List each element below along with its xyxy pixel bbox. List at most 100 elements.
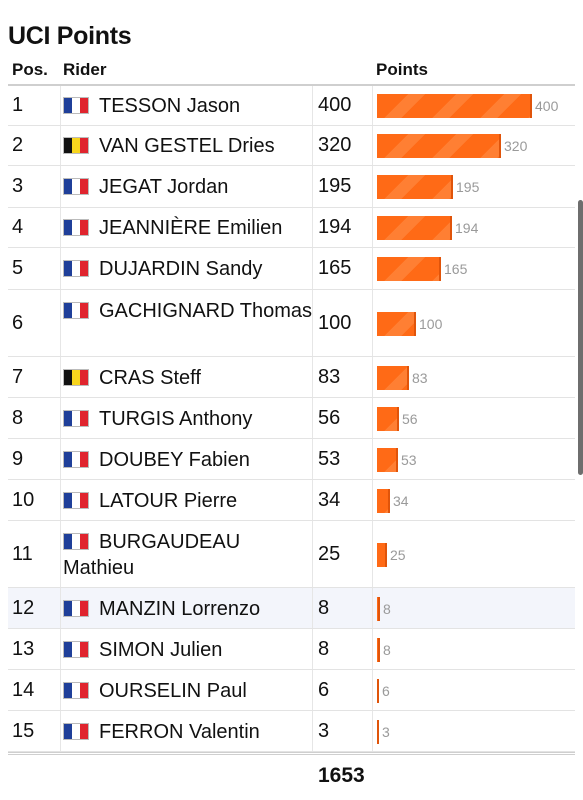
points-cell: 6	[318, 679, 330, 701]
points-bar	[377, 597, 380, 621]
rider-cell[interactable]: CRAS Steff	[63, 365, 313, 391]
points-bar-label: 53	[401, 452, 417, 468]
table-row[interactable]: 14 OURSELIN Paul 6 6	[8, 670, 575, 711]
position-cell: 8	[12, 407, 24, 429]
points-bar-container: 8	[377, 597, 391, 621]
points-bar	[377, 638, 380, 662]
column-divider	[372, 290, 373, 356]
column-divider	[60, 166, 61, 207]
column-divider	[60, 670, 61, 710]
column-divider	[372, 480, 373, 520]
table-row[interactable]: 4 JEANNIÈRE Emilien 194 194	[8, 208, 575, 248]
points-bar-label: 320	[504, 138, 528, 154]
table-row[interactable]: 1 TESSON Jason 400 400	[8, 86, 575, 126]
points-bar-container: 56	[377, 407, 418, 431]
table-row[interactable]: 10 LATOUR Pierre 34 34	[8, 480, 575, 521]
table-row[interactable]: 15 FERRON Valentin 3 3	[8, 711, 575, 752]
points-cell: 320	[318, 134, 352, 156]
points-bar-container: 8	[377, 638, 391, 662]
points-bar-container: 194	[377, 216, 478, 240]
rider-cell[interactable]: DOUBEY Fabien	[63, 447, 313, 473]
rider-cell[interactable]: MANZIN Lorrenzo	[63, 596, 313, 622]
rider-name: JEGAT Jordan	[99, 176, 229, 198]
points-bar-container: 53	[377, 448, 417, 472]
position-cell: 15	[12, 720, 35, 742]
points-bar	[377, 489, 390, 513]
position-cell: 7	[12, 366, 24, 388]
rider-cell[interactable]: LATOUR Pierre	[63, 488, 313, 514]
column-divider	[60, 248, 61, 289]
rider-cell[interactable]: VAN GESTEL Dries	[63, 133, 313, 159]
rider-name: CRAS Steff	[99, 367, 201, 389]
page-title: UCI Points	[8, 22, 132, 50]
table-row[interactable]: 13 SIMON Julien 8 8	[8, 629, 575, 670]
column-divider	[312, 439, 313, 479]
rider-cell[interactable]: TURGIS Anthony	[63, 406, 313, 432]
position-cell: 9	[12, 448, 24, 470]
rider-cell[interactable]: JEGAT Jordan	[63, 174, 313, 200]
points-cell: 56	[318, 407, 341, 429]
rider-name: JEANNIÈRE Emilien	[99, 217, 283, 239]
points-bar	[377, 94, 532, 118]
position-cell: 12	[12, 597, 35, 619]
column-divider	[60, 480, 61, 520]
flag-france-icon	[63, 260, 89, 277]
points-bar-container: 165	[377, 257, 467, 281]
position-cell: 10	[12, 489, 35, 511]
table-header: Pos. Rider Points	[8, 58, 575, 86]
points-bar	[377, 216, 452, 240]
flag-france-icon	[63, 219, 89, 236]
table-footer-divider	[8, 752, 575, 755]
rider-name: FERRON Valentin	[99, 721, 260, 743]
column-divider	[372, 439, 373, 479]
column-divider	[312, 208, 313, 247]
position-cell: 6	[12, 312, 24, 334]
rider-cell[interactable]: FERRON Valentin	[63, 719, 313, 745]
rider-cell[interactable]: DUJARDIN Sandy	[63, 256, 313, 282]
table-row[interactable]: 8 TURGIS Anthony 56 56	[8, 398, 575, 439]
scrollbar[interactable]	[578, 200, 583, 475]
table-row[interactable]: 12 MANZIN Lorrenzo 8 8	[8, 588, 575, 629]
rider-cell[interactable]: SIMON Julien	[63, 637, 313, 663]
table-row[interactable]: 11 BURGAUDEAU Mathieu 25 25	[8, 521, 575, 588]
points-cell: 25	[318, 543, 341, 565]
rider-name: BURGAUDEAU Mathieu	[63, 531, 241, 579]
points-bar	[377, 720, 379, 744]
column-header-points[interactable]: Points	[376, 60, 428, 79]
table-row[interactable]: 6 GACHIGNARD Thomas 100 100	[8, 290, 575, 357]
flag-france-icon	[63, 682, 89, 699]
column-divider	[312, 670, 313, 710]
rider-cell[interactable]: OURSELIN Paul	[63, 678, 313, 704]
table-row[interactable]: 3 JEGAT Jordan 195 195	[8, 166, 575, 208]
rider-name: SIMON Julien	[99, 639, 223, 661]
points-bar	[377, 257, 441, 281]
flag-france-icon	[63, 178, 89, 195]
points-bar-label: 195	[456, 179, 480, 195]
table-row[interactable]: 7 CRAS Steff 83 83	[8, 357, 575, 398]
points-bar-label: 56	[402, 411, 418, 427]
rider-cell[interactable]: TESSON Jason	[63, 93, 313, 119]
column-header-rider[interactable]: Rider	[63, 60, 107, 79]
table-row[interactable]: 2 VAN GESTEL Dries 320 320	[8, 126, 575, 166]
column-header-pos[interactable]: Pos.	[12, 60, 48, 79]
points-cell: 53	[318, 448, 341, 470]
flag-france-icon	[63, 451, 89, 468]
rider-cell[interactable]: BURGAUDEAU Mathieu	[63, 529, 313, 581]
points-cell: 8	[318, 638, 330, 660]
table-row[interactable]: 5 DUJARDIN Sandy 165 165	[8, 248, 575, 290]
position-cell: 2	[12, 134, 24, 156]
points-bar-label: 3	[382, 724, 390, 740]
column-divider	[372, 126, 373, 165]
rider-cell[interactable]: GACHIGNARD Thomas	[63, 298, 313, 324]
column-divider	[312, 480, 313, 520]
column-divider	[60, 629, 61, 669]
rider-cell[interactable]: JEANNIÈRE Emilien	[63, 215, 313, 241]
position-cell: 14	[12, 679, 35, 701]
points-bar-container: 34	[377, 489, 409, 513]
column-divider	[372, 248, 373, 289]
points-bar	[377, 448, 398, 472]
column-divider	[312, 629, 313, 669]
flag-france-icon	[63, 302, 89, 319]
points-cell: 195	[318, 175, 352, 197]
table-row[interactable]: 9 DOUBEY Fabien 53 53	[8, 439, 575, 480]
